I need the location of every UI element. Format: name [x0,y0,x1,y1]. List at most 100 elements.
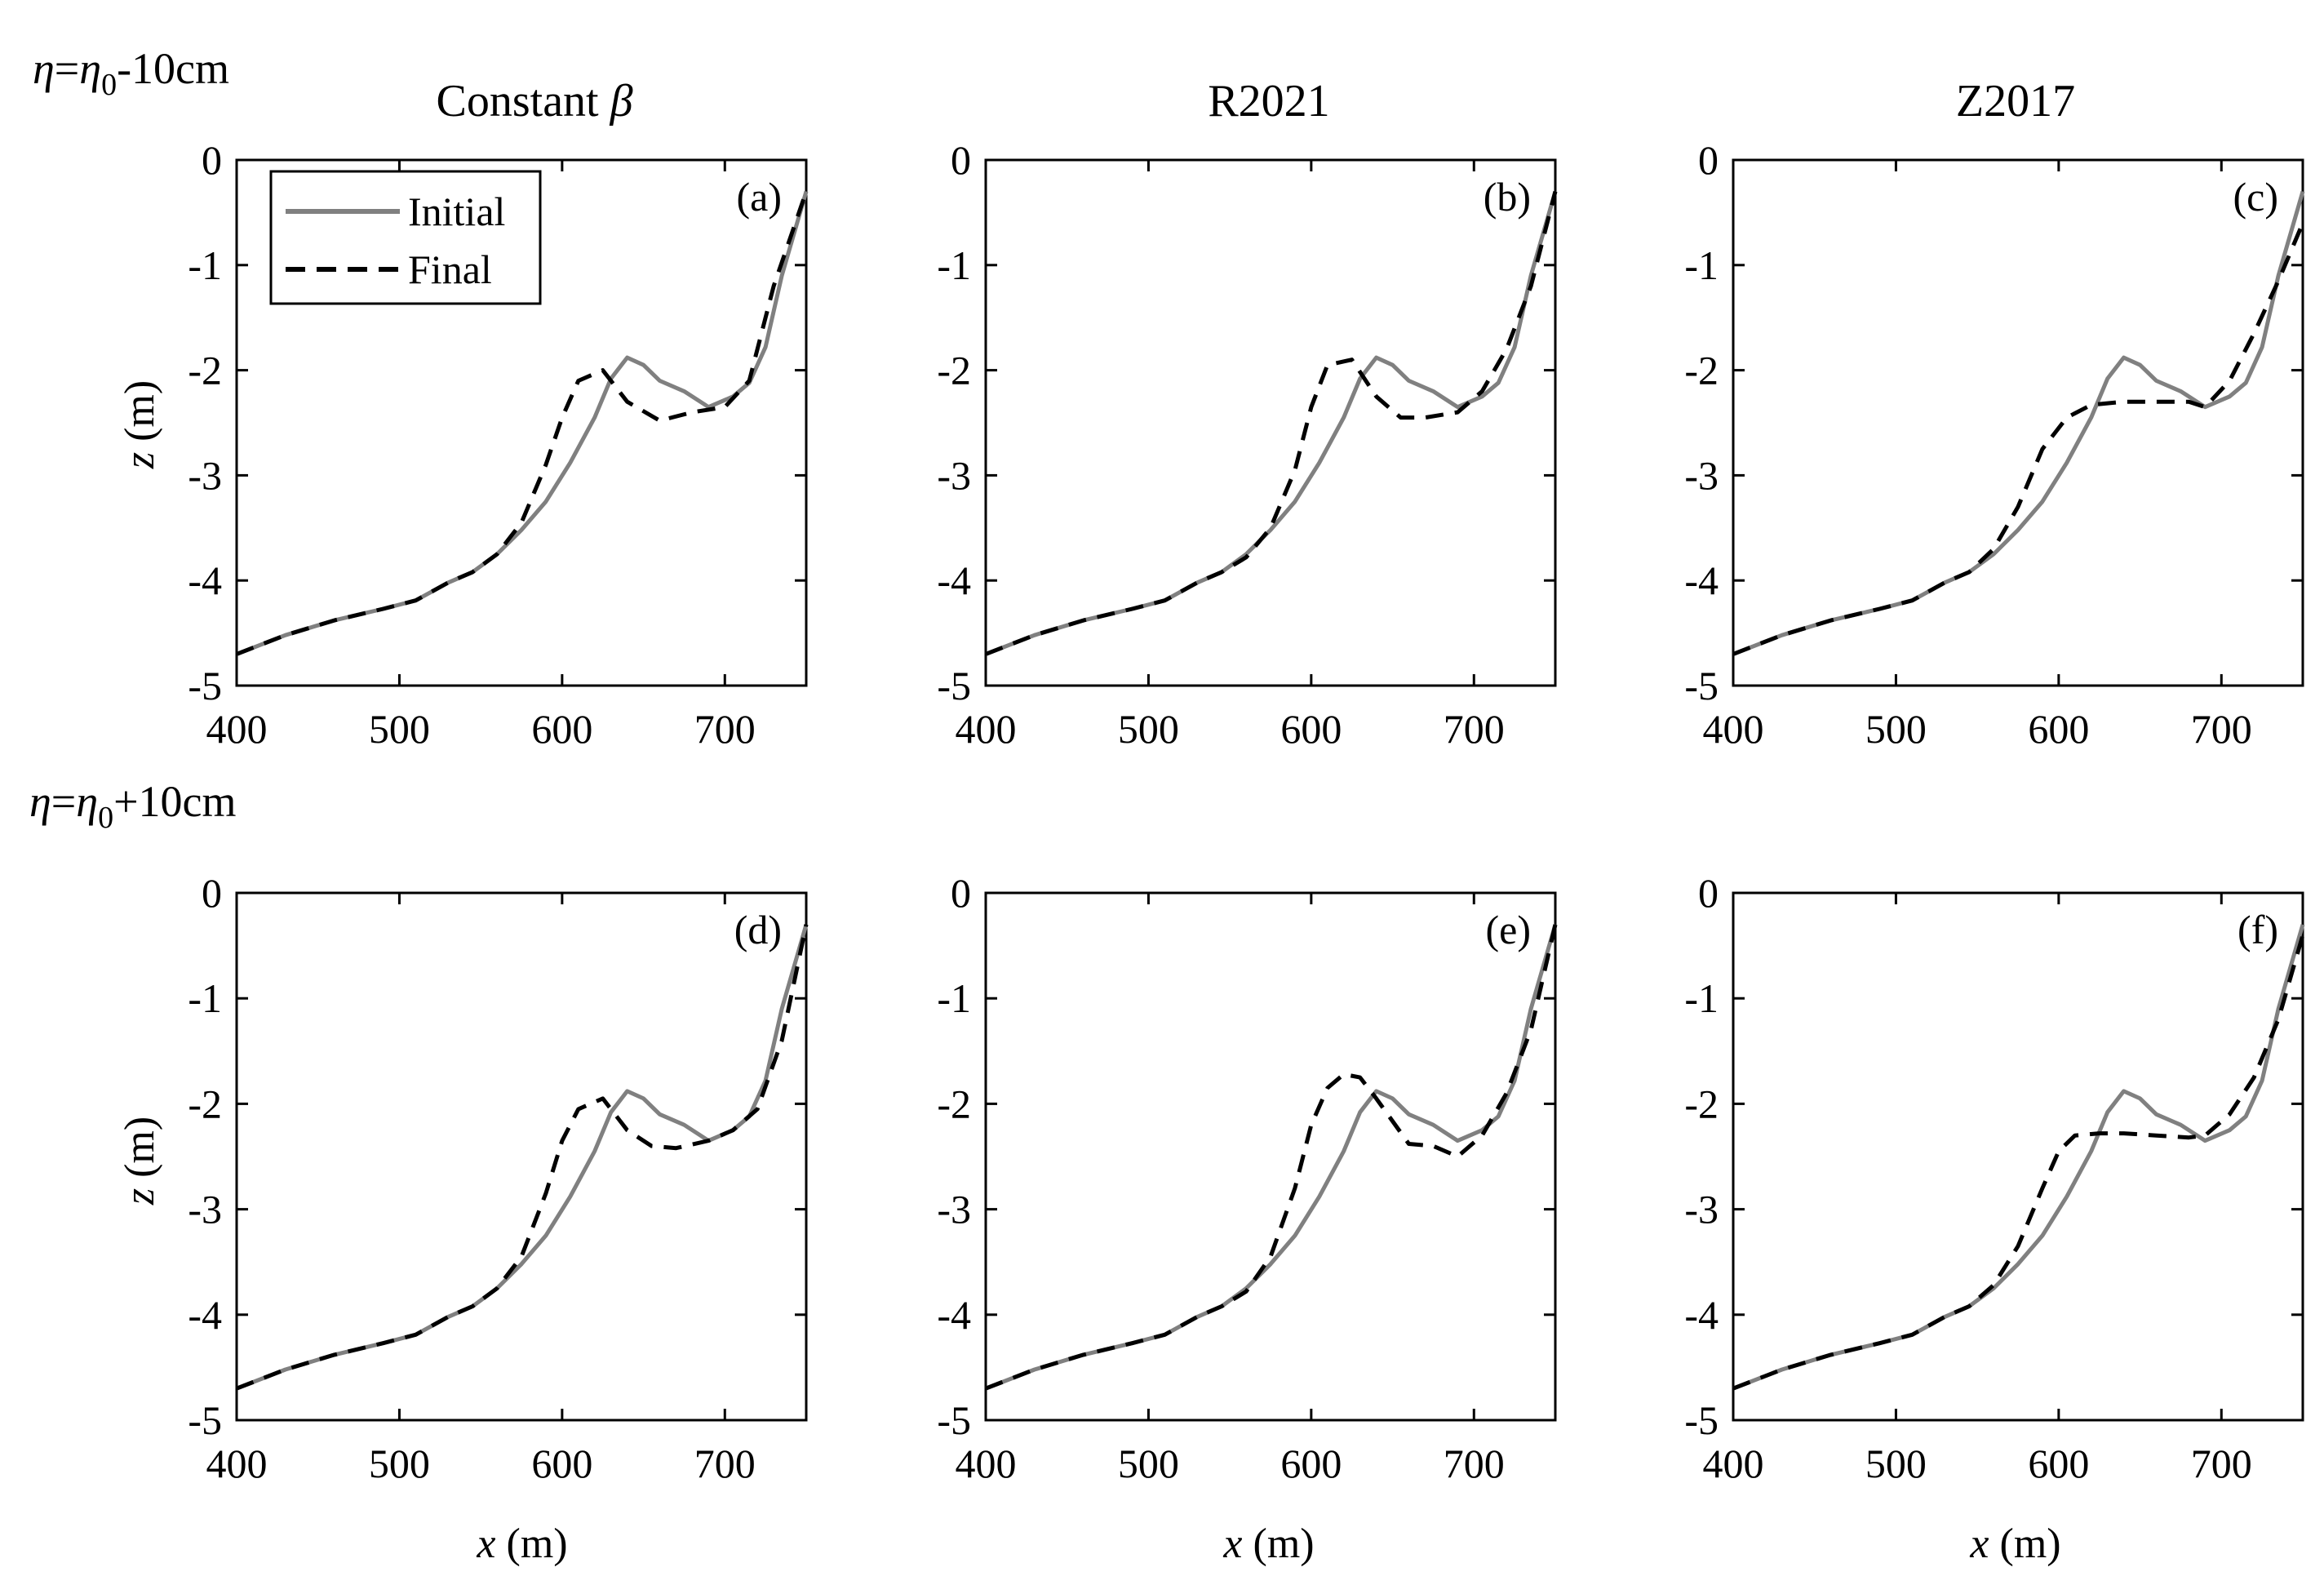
panel-d: 400 500 600 700 0 -1 -2 -3 -4 -5 (d) [188,870,809,1486]
x-tick-label-b-400: 400 [956,706,1017,752]
legend-label-initial: Initial [408,189,505,234]
panel-label-c: (c) [2233,174,2279,220]
series-line-final-e [985,924,1558,1391]
column-title-r2021: R2021 [1208,76,1329,127]
row-title-bottom: η=η0+10cm [29,777,237,835]
panel-e: 400 500 600 700 0 -1 -2 -3 -4 -5 (e) [937,870,1558,1486]
x-tick-label-d-400: 400 [206,1441,268,1486]
y-tick-label-f--5: -5 [1684,1397,1719,1443]
y-tick-label-f--4: -4 [1684,1292,1719,1338]
x-tick-label-c-400: 400 [1703,706,1764,752]
x-tick-label-b-600: 600 [1280,706,1342,752]
axes-box-d [235,891,808,1422]
x-tick-label-f-600: 600 [2028,1441,2089,1486]
panel-b: 400 500 600 700 0 -1 -2 -3 -4 -5 (b) [937,137,1558,752]
series-line-initial-f [1732,924,2305,1391]
legend-label-final: Final [408,246,492,292]
y-tick-label-a-0: 0 [202,137,222,183]
x-tick-label-f-400: 400 [1703,1441,1764,1486]
series-line-final-a [236,190,809,656]
axes-box-a [235,158,808,687]
y-tick-label-d--5: -5 [188,1397,222,1443]
axes-box-c [1732,158,2304,687]
legend: Initial Final [269,170,542,305]
y-tick-label-c--1: -1 [1684,242,1719,288]
panel-label-a: (a) [737,174,783,220]
y-tick-label-b--2: -2 [937,348,971,393]
y-tick-label-c--4: -4 [1684,557,1719,603]
x-tick-label-e-500: 500 [1118,1441,1179,1486]
y-tick-label-e--2: -2 [937,1081,971,1126]
y-tick-label-d-0: 0 [202,870,222,916]
x-axis-label-col1: x (m) [476,1521,567,1567]
x-axis-label-col3: x (m) [1969,1521,2060,1567]
series-line-final-f [1732,935,2305,1391]
legend-box [269,170,542,305]
panel-a: 400 500 600 700 0 -1 -2 -3 -4 -5 (a) [188,137,809,752]
x-tick-label-a-600: 600 [531,706,592,752]
x-tick-label-d-600: 600 [531,1441,592,1486]
x-tick-label-c-500: 500 [1865,706,1927,752]
y-tick-label-a--3: -3 [188,452,222,498]
y-tick-label-c--2: -2 [1684,348,1719,393]
panel-label-b: (b) [1484,174,1531,220]
series-line-initial-a [236,190,809,656]
y-tick-label-e--1: -1 [937,975,971,1021]
series-line-initial-d [236,924,809,1391]
y-tick-label-b-0: 0 [951,137,971,183]
x-tick-label-b-700: 700 [1444,706,1505,752]
x-tick-label-d-700: 700 [694,1441,756,1486]
series-line-final-b [985,190,1558,656]
panel-label-d: (d) [734,907,782,952]
y-axis-label-bottom: z (m) [117,1117,163,1205]
panel-label-e: (e) [1486,907,1532,952]
y-tick-label-b--3: -3 [937,452,971,498]
y-tick-label-b--4: -4 [937,557,971,603]
y-tick-label-f-0: 0 [1698,870,1719,916]
series-line-initial-c [1732,190,2305,656]
x-tick-label-a-700: 700 [694,706,756,752]
x-tick-label-c-600: 600 [2028,706,2089,752]
x-tick-label-e-400: 400 [956,1441,1017,1486]
y-tick-label-a--5: -5 [188,663,222,708]
axes-box-e [984,891,1557,1422]
y-tick-label-c--3: -3 [1684,452,1719,498]
y-tick-label-d--1: -1 [188,975,222,1021]
y-tick-label-c-0: 0 [1698,137,1719,183]
x-axis-label-col2: x (m) [1222,1521,1314,1567]
y-tick-label-e--3: -3 [937,1187,971,1232]
y-tick-label-a--2: -2 [188,348,222,393]
y-tick-label-d--3: -3 [188,1187,222,1232]
x-tick-label-a-500: 500 [369,706,430,752]
column-title-constant-beta: Constant β [436,76,632,127]
x-tick-label-a-400: 400 [206,706,268,752]
y-tick-label-f--1: -1 [1684,975,1719,1021]
row-title-top: η=η0-10cm [33,44,229,102]
y-tick-label-c--5: -5 [1684,663,1719,708]
x-tick-label-d-500: 500 [369,1441,430,1486]
series-line-initial-b [985,190,1558,656]
panel-c: 400 500 600 700 0 -1 -2 -3 -4 -5 (c) [1684,137,2305,752]
panel-f: 400 500 600 700 0 -1 -2 -3 -4 -5 (f) [1684,870,2305,1486]
x-tick-label-e-700: 700 [1444,1441,1505,1486]
y-tick-label-e--4: -4 [937,1292,971,1338]
y-tick-label-d--4: -4 [188,1292,222,1338]
y-tick-label-a--1: -1 [188,242,222,288]
column-title-z2017: Z2017 [1956,76,2075,127]
panel-label-f: (f) [2238,907,2278,952]
y-tick-label-e-0: 0 [951,870,971,916]
x-tick-label-b-500: 500 [1118,706,1179,752]
x-tick-label-f-500: 500 [1865,1441,1927,1486]
y-tick-label-b--1: -1 [937,242,971,288]
axes-box-f [1732,891,2304,1422]
y-tick-label-e--5: -5 [937,1397,971,1443]
y-tick-label-f--3: -3 [1684,1187,1719,1232]
axes-box-b [984,158,1557,687]
x-tick-label-c-700: 700 [2191,706,2252,752]
y-tick-label-b--5: -5 [937,663,971,708]
series-line-final-d [236,924,809,1391]
series-line-final-c [1732,222,2305,656]
y-tick-label-f--2: -2 [1684,1081,1719,1126]
x-tick-label-f-700: 700 [2191,1441,2252,1486]
